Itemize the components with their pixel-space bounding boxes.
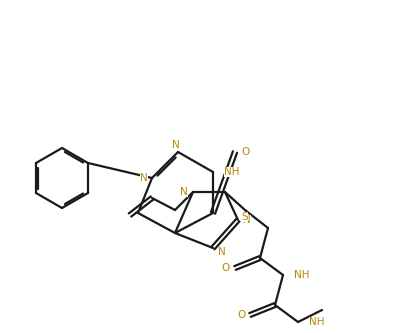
Text: O: O — [241, 147, 249, 157]
Text: S: S — [242, 212, 248, 222]
Text: NH: NH — [224, 167, 240, 177]
Text: O: O — [237, 310, 245, 320]
Text: O: O — [222, 263, 230, 273]
Text: NH: NH — [294, 270, 310, 280]
Text: NH: NH — [309, 317, 324, 327]
Text: N: N — [243, 215, 251, 225]
Text: N: N — [218, 247, 226, 257]
Text: N: N — [172, 140, 180, 150]
Text: N: N — [180, 187, 188, 197]
Text: N: N — [140, 173, 148, 183]
